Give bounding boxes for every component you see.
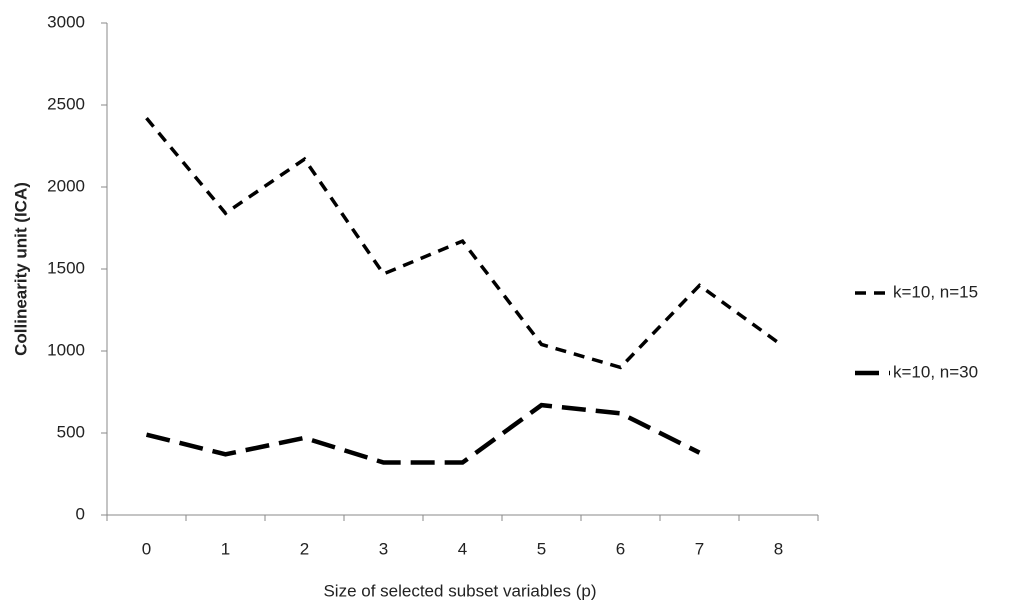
x-tick-label: 7 [695,539,704,558]
y-tick-label: 1500 [47,258,85,277]
x-tick-label: 6 [616,539,625,558]
y-tick-label: 2500 [47,94,85,113]
y-tick-label: 3000 [47,12,85,31]
x-tick-label: 3 [379,539,388,558]
series-line [145,117,780,370]
y-tick-label: 1000 [47,340,85,359]
y-axis-title: Collinearity unit (ICA) [11,182,30,356]
legend-label: k=10, n=30 [893,362,978,381]
x-tick-label: 1 [221,539,230,558]
x-tick-label: 0 [142,539,151,558]
series-line [145,402,701,465]
y-tick-label: 0 [76,504,85,523]
legend-label: k=10, n=15 [893,282,978,301]
x-tick-label: 2 [300,539,309,558]
y-tick-label: 500 [57,422,85,441]
x-axis-title: Size of selected subset variables (p) [323,581,596,600]
x-tick-label: 4 [458,539,467,558]
x-tick-label: 8 [774,539,783,558]
x-tick-label: 5 [537,539,546,558]
y-tick-label: 2000 [47,176,85,195]
